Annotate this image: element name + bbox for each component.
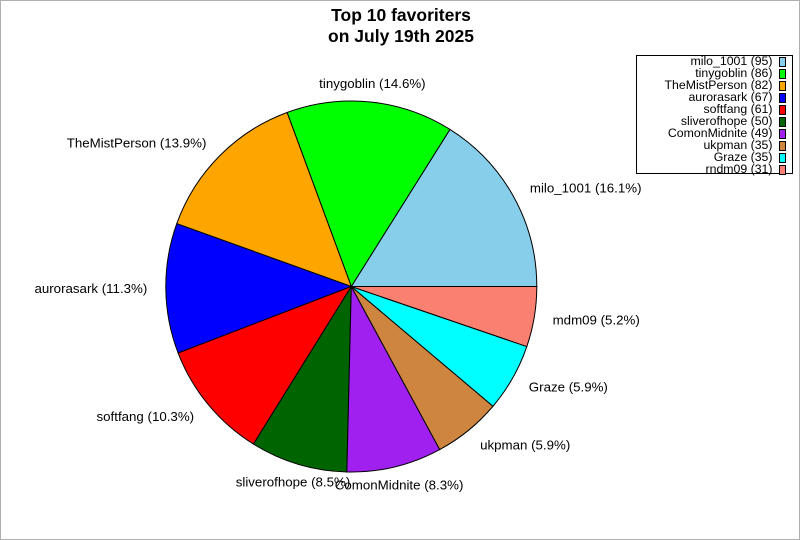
- svg-text:tinygoblin (14.6%): tinygoblin (14.6%): [319, 76, 425, 91]
- svg-text:ComonMidnite (8.3%): ComonMidnite (8.3%): [335, 477, 464, 492]
- svg-text:sliverofhope (8.5%): sliverofhope (8.5%): [236, 475, 351, 490]
- svg-text:softfang (10.3%): softfang (10.3%): [97, 409, 195, 424]
- svg-text:ukpman (5.9%): ukpman (5.9%): [480, 437, 570, 452]
- svg-text:Graze (5.9%): Graze (5.9%): [529, 380, 608, 395]
- svg-text:mdm09 (5.2%): mdm09 (5.2%): [553, 313, 640, 328]
- svg-text:TheMistPerson (13.9%): TheMistPerson (13.9%): [67, 135, 207, 150]
- svg-text:aurorasark (11.3%): aurorasark (11.3%): [34, 281, 147, 296]
- svg-text:milo_1001 (16.1%): milo_1001 (16.1%): [530, 180, 642, 195]
